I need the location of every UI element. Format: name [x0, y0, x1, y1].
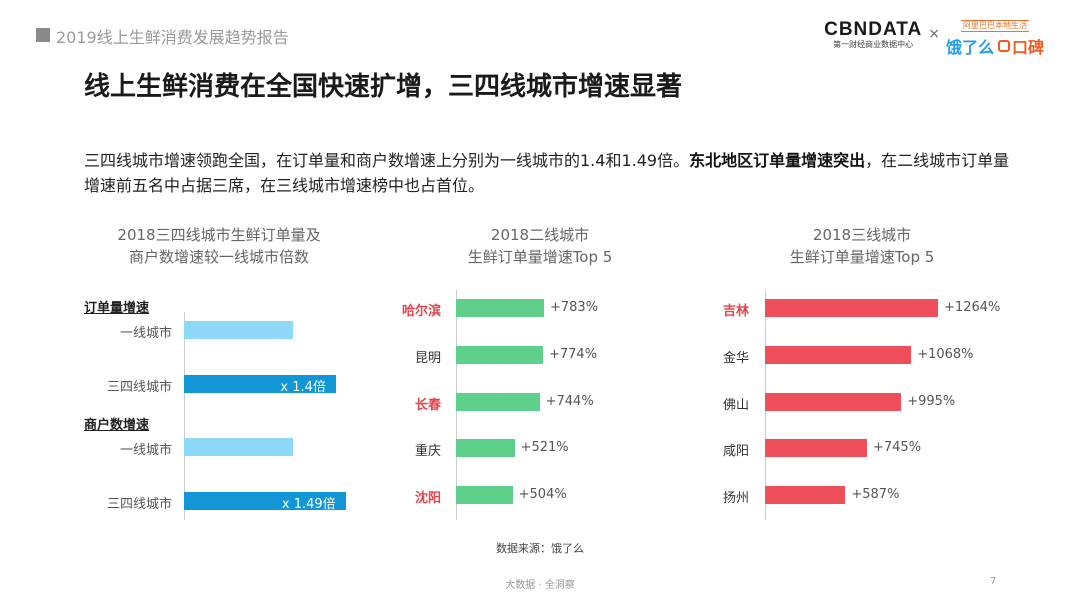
- chart-2-value-label: +521%: [520, 440, 569, 456]
- partner-logo: 阿里巴巴本地生活 饿了么 口碑: [946, 20, 1044, 58]
- chart-2-category-label: 长春: [414, 397, 441, 413]
- chart-2-title: 2018二线城市 生鲜订单量增速Top 5: [410, 224, 670, 268]
- chart-1-section-label: 商户数增速: [84, 418, 150, 433]
- chart-2-title-line-2: 生鲜订单量增速Top 5: [467, 248, 613, 266]
- cbndata-logo: CBNDATA 第一财经商业数据中心: [824, 20, 922, 50]
- summary-text-2: ，在二线城市订单量增速前五名中占据三席，在三线城市增速榜中也占首位。: [84, 151, 1010, 195]
- chart-3-category-label: 金华: [722, 350, 749, 366]
- chart-2-bar: [456, 299, 544, 317]
- chart-1-bar: [184, 375, 336, 393]
- chart-3-value-label: +1264%: [944, 300, 1001, 315]
- summary-text-1: 三四线城市增速领跑全国，在订单量和商户数增速上分别为一线城市的1.4和1.49倍…: [84, 151, 690, 170]
- data-source-note: 数据来源：饿了么: [496, 542, 584, 555]
- chart-3-title-line-2: 生鲜订单量增速Top 5: [789, 248, 935, 266]
- chart-2-value-label: +783%: [550, 300, 599, 315]
- chart-1-category-label: 一线城市: [119, 443, 172, 458]
- chart-1-bar-label: x 1.4倍: [280, 380, 326, 395]
- chart-3-bar: [765, 439, 867, 458]
- chart-1-bar: [184, 321, 293, 339]
- chart-2-title-line-1: 2018二线城市: [490, 226, 590, 244]
- page-title: 线上生鲜消费在全国快速扩增，三四线城市增速显著: [84, 72, 683, 102]
- chart-2-category-label: 沈阳: [414, 491, 441, 507]
- chart-1-category-label: 三四线城市: [106, 497, 172, 512]
- chart-2-bar: [456, 439, 515, 458]
- chart-2-value-label: +774%: [548, 346, 598, 362]
- chart-2-category-label: 昆明: [414, 350, 441, 366]
- chart-2-bar: [456, 486, 513, 505]
- chart-3-bar: [765, 345, 912, 364]
- chart-2-bar: [456, 392, 540, 411]
- koubei-logo-text: 口碑: [1011, 38, 1044, 57]
- chart-3-category-label: 吉林: [722, 304, 749, 319]
- chart-2-value-label: +504%: [518, 487, 567, 503]
- chart-1-category-label: 一线城市: [119, 326, 172, 341]
- chart-1-section-label: 订单量增速: [84, 301, 150, 316]
- chart-1-bar: [184, 438, 293, 456]
- chart-3-value-label: +745%: [872, 440, 922, 456]
- chart-1-axis-line: [184, 312, 185, 520]
- chart-3-bar: [765, 486, 846, 505]
- cbndata-logo-subtitle: 第一财经商业数据中心: [833, 40, 914, 49]
- chart-2-value-label: +744%: [545, 393, 594, 409]
- chart-1-category-label: 三四线城市: [106, 380, 172, 395]
- report-title: 2019线上生鲜消费发展趋势报告: [56, 28, 289, 47]
- chart-3-bar: [765, 299, 939, 317]
- chart-3-value-label: +587%: [851, 487, 900, 503]
- chart-2-category-label: 哈尔滨: [401, 304, 441, 319]
- summary-paragraph: 三四线城市增速领跑全国，在订单量和商户数增速上分别为一线城市的1.4和1.49倍…: [84, 148, 1014, 198]
- chart-2-bar: [456, 345, 543, 364]
- chart-3-category-label: 扬州: [722, 491, 749, 507]
- chart-2-category-label: 重庆: [414, 444, 441, 460]
- chart-3-value-label: +995%: [907, 393, 956, 409]
- chart-3-title-line-1: 2018三线城市: [812, 226, 912, 244]
- chart-1-title: 2018三四线城市生鲜订单量及 商户数增速较一线城市倍数: [84, 224, 354, 268]
- brand-logos: CBNDATA 第一财经商业数据中心 × 阿里巴巴本地生活 饿了么 口碑: [824, 20, 1044, 58]
- cbndata-logo-text: CBNDATA: [824, 19, 923, 40]
- partnership-times-icon: ×: [928, 26, 940, 42]
- page-number: 7: [990, 576, 997, 587]
- chart-3-category-label: 咸阳: [722, 444, 749, 460]
- footer-tagline: 大数据 · 全洞察: [505, 580, 575, 591]
- chart-1-bar-label: x 1.49倍: [281, 497, 336, 512]
- koubei-logo: 口碑: [997, 34, 1044, 58]
- chart-1-bar: [184, 492, 346, 510]
- chart-1-title-line-2: 商户数增速较一线城市倍数: [128, 248, 309, 266]
- partner-slogan: 阿里巴巴本地生活: [960, 20, 1029, 32]
- report-title-marker: [36, 28, 50, 42]
- chart-3-value-label: +1068%: [917, 346, 974, 362]
- eleme-logo: 饿了么: [945, 38, 994, 57]
- chart-3-category-label: 佛山: [722, 397, 749, 413]
- chart-3-bar: [765, 392, 902, 411]
- chart-3-title: 2018三线城市 生鲜订单量增速Top 5: [732, 224, 992, 268]
- koubei-box-icon: [997, 40, 1010, 52]
- chart-1-title-line-1: 2018三四线城市生鲜订单量及: [117, 226, 321, 244]
- summary-bold-text: 东北地区订单量增速突出: [689, 151, 866, 170]
